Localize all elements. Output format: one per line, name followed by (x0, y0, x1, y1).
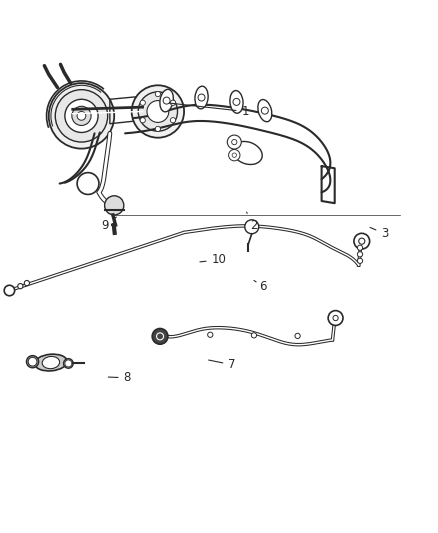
Circle shape (354, 233, 370, 249)
Circle shape (132, 85, 184, 138)
Circle shape (333, 316, 338, 321)
Circle shape (147, 101, 169, 123)
Circle shape (163, 97, 170, 104)
Text: 8: 8 (108, 372, 131, 384)
Text: 9: 9 (102, 217, 117, 231)
Text: 3: 3 (370, 227, 389, 240)
Circle shape (233, 99, 240, 106)
Circle shape (357, 245, 363, 251)
Ellipse shape (160, 90, 173, 112)
Text: 2: 2 (247, 212, 258, 231)
Circle shape (28, 357, 37, 366)
Text: 7: 7 (208, 358, 236, 372)
Circle shape (229, 149, 240, 161)
Circle shape (24, 280, 29, 286)
Circle shape (245, 220, 259, 234)
Circle shape (140, 118, 145, 123)
Circle shape (208, 332, 213, 337)
Circle shape (359, 238, 365, 244)
Circle shape (105, 196, 124, 215)
Circle shape (198, 94, 205, 101)
Circle shape (138, 92, 177, 131)
Ellipse shape (42, 357, 60, 369)
Circle shape (55, 90, 108, 142)
Circle shape (357, 258, 363, 263)
Circle shape (251, 333, 257, 338)
Circle shape (170, 118, 176, 123)
Ellipse shape (233, 141, 262, 165)
Circle shape (77, 111, 86, 120)
Circle shape (155, 92, 160, 96)
Circle shape (261, 107, 268, 114)
Ellipse shape (64, 359, 73, 368)
Circle shape (295, 333, 300, 338)
Circle shape (232, 140, 237, 144)
Circle shape (227, 135, 241, 149)
Circle shape (49, 83, 114, 149)
Circle shape (72, 106, 91, 125)
Ellipse shape (230, 91, 243, 113)
Ellipse shape (258, 100, 272, 122)
Circle shape (140, 100, 145, 106)
Circle shape (4, 285, 14, 296)
Circle shape (152, 328, 168, 344)
Text: 1: 1 (170, 103, 249, 118)
Circle shape (155, 126, 160, 132)
Circle shape (328, 311, 343, 326)
Circle shape (65, 360, 72, 367)
Ellipse shape (35, 354, 67, 371)
Circle shape (170, 100, 176, 106)
Circle shape (357, 252, 363, 257)
Circle shape (156, 333, 163, 340)
Text: 10: 10 (200, 254, 226, 266)
Ellipse shape (195, 86, 208, 109)
Text: 6: 6 (254, 280, 266, 293)
Circle shape (18, 284, 23, 289)
Circle shape (65, 99, 98, 133)
Circle shape (232, 153, 237, 157)
Circle shape (77, 173, 99, 195)
Ellipse shape (26, 356, 39, 368)
